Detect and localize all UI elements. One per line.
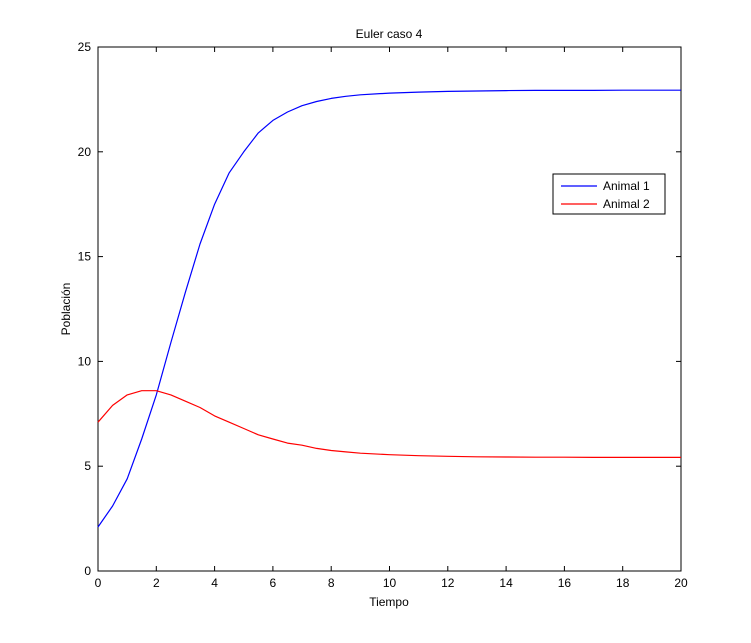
x-tick-label: 14 [499,576,513,590]
x-axis-label: Tiempo [369,595,409,609]
legend-label: Animal 2 [603,197,650,211]
x-tick-label: 6 [270,576,277,590]
x-tick-label: 18 [616,576,630,590]
y-axis: 0 5 10 15 20 25 [78,40,681,578]
y-tick-label: 20 [78,145,92,159]
legend-box [552,173,666,215]
chart-title: Euler caso 4 [356,27,423,41]
y-tick-label: 0 [84,564,91,578]
x-tick-label: 8 [328,576,335,590]
x-tick-label: 12 [441,576,455,590]
y-axis-label: Población [59,283,73,336]
x-tick-label: 0 [95,576,102,590]
y-tick-label: 25 [78,40,92,54]
y-tick-label: 15 [78,250,92,264]
x-tick-label: 16 [558,576,572,590]
x-axis: 0 2 4 6 8 10 12 14 16 18 20 [95,47,688,590]
legend: Animal 1 Animal 2 [552,173,666,215]
y-tick-label: 10 [78,354,92,368]
x-tick-label: 10 [383,576,397,590]
series-line-2 [97,390,681,458]
series-layer [97,89,681,528]
x-tick-label: 20 [674,576,688,590]
x-tick-label: 2 [153,576,160,590]
x-tick-label: 4 [211,576,218,590]
legend-label: Animal 1 [603,179,650,193]
y-tick-label: 5 [84,459,91,473]
series-line-1 [97,89,681,528]
